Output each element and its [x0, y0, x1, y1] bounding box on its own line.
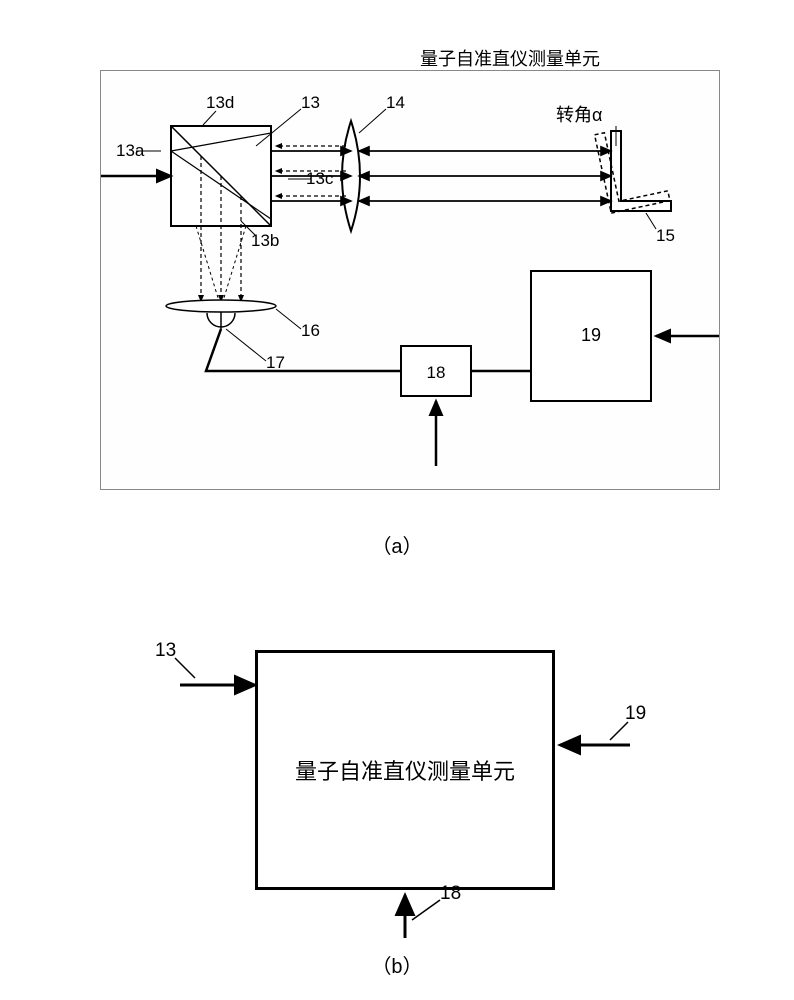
label-13c: 13c	[306, 169, 333, 189]
label-angle: 转角α	[556, 101, 602, 127]
unit-label-b: 量子自准直仪测量单元	[295, 754, 515, 786]
caption-b: （b）	[371, 950, 422, 979]
svg-text:18: 18	[427, 363, 446, 382]
unit-title: 量子自准直仪测量单元	[420, 45, 600, 71]
optical-schematic: 18 19	[101, 71, 721, 491]
label-13a: 13a	[116, 141, 144, 161]
label-17: 17	[266, 353, 285, 373]
diagram-b-container: 量子自准直仪测量单元 13 19 18	[160, 620, 640, 940]
label-13: 13	[301, 93, 320, 113]
b-label-19: 19	[625, 703, 646, 725]
diagram-a-container: 量子自准直仪测量单元	[80, 40, 720, 500]
label-16: 16	[301, 321, 320, 341]
label-15: 15	[656, 226, 675, 246]
measurement-unit-block: 量子自准直仪测量单元	[255, 650, 555, 890]
svg-text:19: 19	[581, 325, 601, 345]
label-14: 14	[386, 93, 405, 113]
b-label-18: 18	[440, 883, 461, 905]
caption-a: （a）	[371, 530, 422, 559]
label-13d: 13d	[206, 93, 234, 113]
measurement-unit-box: 18 19 13a	[100, 70, 720, 490]
b-label-13: 13	[155, 640, 176, 662]
label-13b: 13b	[251, 231, 279, 251]
